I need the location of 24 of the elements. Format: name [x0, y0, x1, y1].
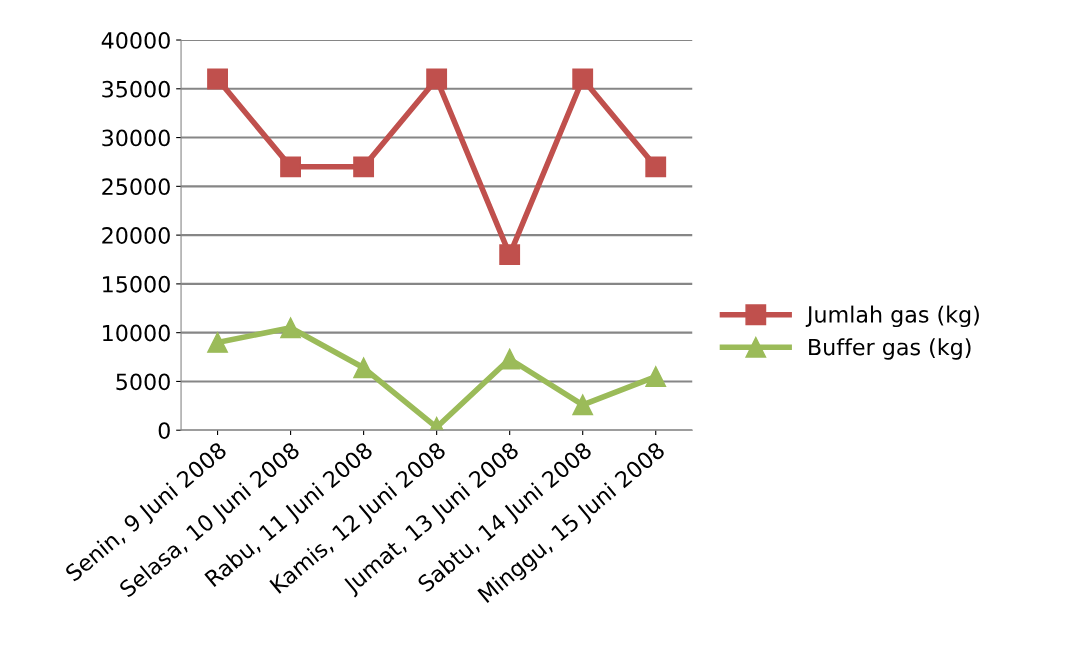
point [499, 348, 521, 370]
point [280, 156, 302, 178]
y-tick-label: 30000 [102, 129, 170, 147]
point [499, 244, 521, 266]
point [645, 156, 667, 178]
y-tick-label: 15000 [103, 275, 170, 293]
y-tick-label: 25000 [102, 178, 170, 196]
point [353, 357, 375, 379]
point [645, 366, 667, 387]
legend-label: Jumlah gas (kg) [805, 305, 979, 328]
point [426, 68, 448, 90]
y-tick-label: 0 [158, 422, 170, 439]
y-tick-label: 35000 [102, 80, 170, 98]
y-tick-label: 20000 [102, 227, 170, 244]
point [207, 68, 228, 90]
y-tick-label: 40000 [101, 31, 170, 49]
y-tick-label: 10000 [103, 324, 170, 342]
y-tick-label: 5000 [116, 373, 170, 391]
point [280, 317, 302, 339]
point [207, 332, 228, 353]
point [572, 394, 594, 416]
legend-label: Buffer gas (kg) [809, 338, 971, 360]
point [353, 156, 375, 178]
point [572, 68, 594, 90]
